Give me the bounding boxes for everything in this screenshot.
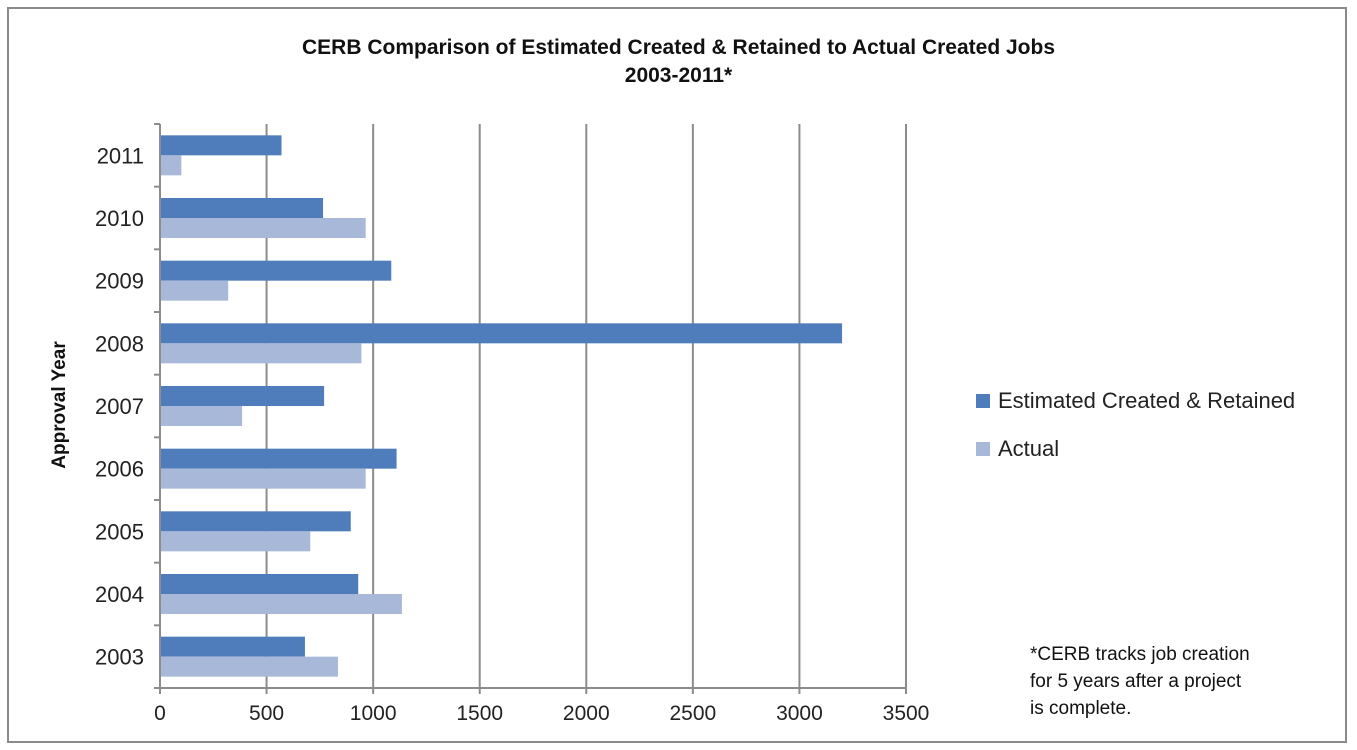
footnote-line: *CERB tracks job creation: [1030, 644, 1250, 665]
bar-estimated: [161, 448, 397, 469]
bar-estimated: [161, 323, 843, 344]
chart-frame: [7, 7, 1347, 743]
legend-label-estimated: Estimated Created & Retained: [998, 388, 1296, 413]
tick-labels: 0 500 1000 1500 2000 2500 3000 3500 2003 2004 2005…: [95, 143, 929, 725]
bar-estimated: [161, 386, 325, 406]
x-tick-label: 0: [154, 702, 166, 725]
legend-swatch-estimated: [976, 394, 990, 408]
y-tick-label: 2007: [95, 394, 144, 419]
y-tick-label: 2005: [95, 519, 144, 544]
bar-estimated: [161, 636, 305, 657]
legend-item-actual: Actual: [976, 436, 1059, 462]
legend-swatch-actual: [976, 442, 990, 456]
y-axis-label: Approval Year: [49, 341, 70, 469]
footnote: *CERB tracks job creation for 5 years af…: [1030, 641, 1330, 722]
footnote-line: is complete.: [1030, 698, 1132, 719]
chart-title: CERB Comparison of Estimated Created & R…: [301, 36, 1056, 59]
bar-actual: [161, 406, 243, 426]
bar-actual: [161, 280, 229, 301]
y-tick-label: 2010: [95, 206, 144, 231]
y-tick-label: 2003: [95, 645, 144, 670]
bars: [161, 135, 843, 677]
y-tick-label: 2004: [95, 582, 144, 607]
bar-actual: [161, 531, 311, 552]
x-tick-label: 500: [249, 702, 284, 725]
y-tick-label: 2006: [95, 457, 144, 482]
x-tick-label: 3000: [776, 702, 823, 725]
legend-label-actual: Actual: [998, 436, 1060, 461]
bar-actual: [161, 218, 366, 238]
bar-actual: [161, 155, 182, 176]
bar-estimated: [161, 574, 359, 594]
bar-actual: [161, 656, 338, 677]
bar-estimated: [161, 198, 324, 218]
x-tick-label: 2000: [563, 702, 610, 725]
y-tick-label: 2009: [95, 269, 144, 294]
y-tick-label: 2011: [97, 143, 144, 168]
bar-estimated: [161, 260, 392, 281]
x-tick-label: 1000: [350, 702, 397, 725]
bar-actual: [161, 468, 366, 489]
x-tick-label: 2500: [669, 702, 716, 725]
x-tick-label: 3500: [883, 702, 930, 725]
axes: [154, 123, 907, 694]
bar-actual: [161, 594, 402, 614]
footnote-line: for 5 years after a project: [1030, 671, 1242, 692]
chart-subtitle: 2003-2011*: [624, 64, 733, 87]
bar-estimated: [161, 511, 351, 532]
bar-actual: [161, 343, 362, 364]
bar-estimated: [161, 135, 282, 156]
x-tick-label: 1500: [456, 702, 503, 725]
legend-item-estimated: Estimated Created & Retained: [976, 388, 1295, 414]
y-tick-label: 2008: [95, 331, 144, 356]
